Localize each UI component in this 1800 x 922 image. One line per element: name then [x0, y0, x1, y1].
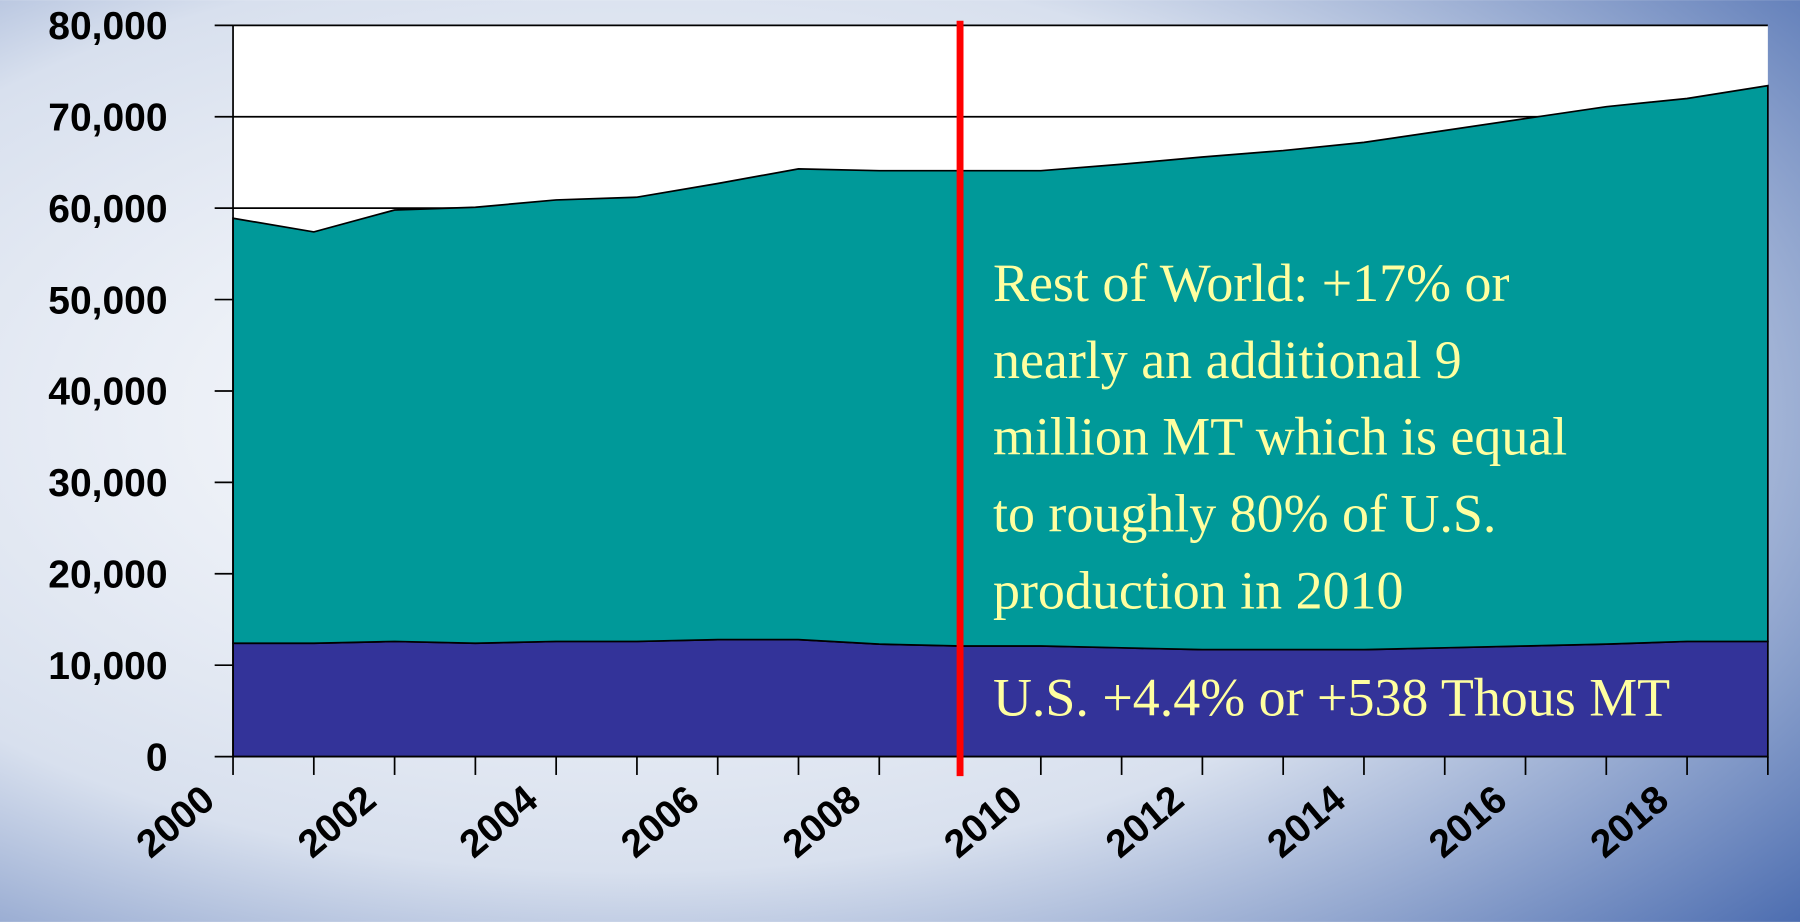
y-tick-label: 30,000: [48, 462, 167, 505]
annotation: nearly an additional 9: [993, 330, 1462, 390]
annotation: million MT which is equal: [993, 407, 1567, 467]
y-tick-label: 60,000: [48, 188, 167, 231]
y-tick-label: 20,000: [48, 554, 167, 597]
annotation: production in 2010: [993, 561, 1403, 621]
annotation: U.S. +4.4% or +538 Thous MT: [993, 667, 1670, 727]
y-tick-label: 40,000: [48, 371, 167, 414]
y-tick-label: 80,000: [48, 5, 167, 48]
annotation: Rest of World: +17% or: [993, 253, 1509, 313]
y-tick-label: 70,000: [48, 97, 167, 140]
y-tick-label: 50,000: [48, 279, 167, 322]
y-tick-label: 10,000: [48, 645, 167, 688]
annotation: to roughly 80% of U.S.: [993, 484, 1496, 544]
area: [232, 84, 1769, 651]
y-tick-label: 0: [146, 736, 168, 779]
